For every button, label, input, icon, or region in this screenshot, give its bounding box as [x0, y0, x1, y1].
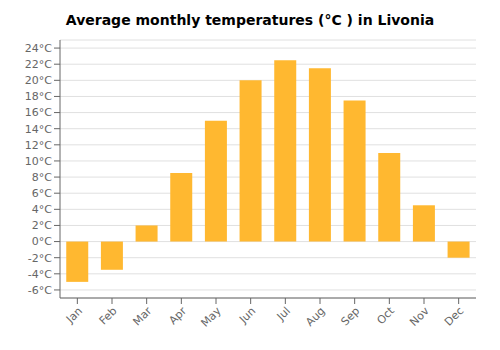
svg-text:Mar: Mar	[130, 304, 154, 328]
svg-text:Nov: Nov	[407, 304, 432, 329]
svg-text:Jan: Jan	[63, 304, 85, 326]
svg-text:24°C: 24°C	[25, 42, 52, 55]
svg-text:Aug: Aug	[303, 304, 327, 328]
svg-text:20°C: 20°C	[25, 74, 52, 87]
svg-text:6°C: 6°C	[32, 187, 52, 200]
svg-text:-6°C: -6°C	[28, 284, 52, 297]
svg-text:Oct: Oct	[374, 304, 397, 327]
svg-text:Jun: Jun	[236, 304, 258, 326]
svg-text:10°C: 10°C	[25, 155, 52, 168]
html-text:Average monthly temperatures (: Average monthly temperatures (°C ) in Li…	[65, 12, 435, 28]
svg-text:May: May	[198, 304, 224, 330]
svg-text:0°C: 0°C	[32, 235, 52, 248]
svg-text:22°C: 22°C	[25, 58, 52, 71]
svg-text:-2°C: -2°C	[28, 252, 52, 265]
svg-text:Apr: Apr	[166, 304, 189, 327]
svg-text:12°C: 12°C	[25, 139, 52, 152]
svg-text:Jul: Jul	[274, 304, 293, 323]
svg-text:16°C: 16°C	[25, 106, 52, 119]
svg-text:Sep: Sep	[338, 304, 362, 328]
svg-text:Feb: Feb	[97, 304, 120, 327]
svg-text:8°C: 8°C	[32, 171, 52, 184]
svg-text:14°C: 14°C	[25, 123, 52, 136]
svg-text:Dec: Dec	[442, 304, 466, 328]
svg-text:4°C: 4°C	[32, 203, 52, 216]
svg-text:18°C: 18°C	[25, 90, 52, 103]
svg-text:-4°C: -4°C	[28, 268, 52, 281]
svg-text:2°C: 2°C	[32, 219, 52, 232]
